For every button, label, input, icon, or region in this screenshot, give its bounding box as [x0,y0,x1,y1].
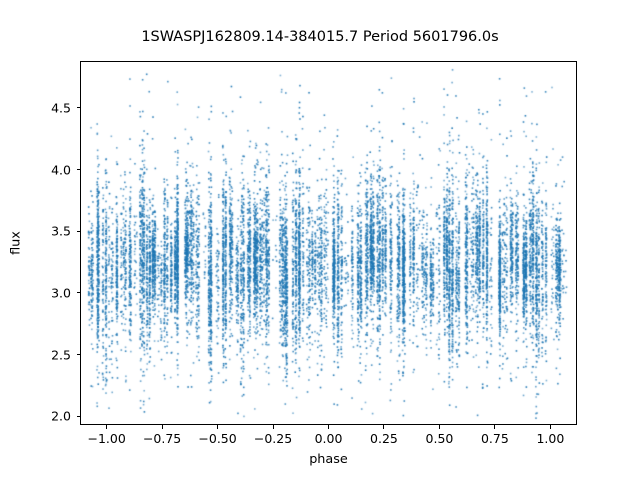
y-tick-label: 2.0 [51,408,71,424]
x-tick-mark [494,425,496,429]
chart-title: 1SWASPJ162809.14-384015.7 Period 5601796… [141,29,499,45]
x-tick-mark [272,425,274,429]
y-axis-label: flux [8,231,24,255]
x-tick-mark [438,425,440,429]
y-tick-mark [76,169,80,171]
x-tick-mark [106,425,108,429]
plot-axes-area [80,61,577,425]
y-tick-label: 2.5 [51,347,71,363]
x-tick-label: −0.25 [253,431,293,446]
y-tick-mark [76,230,80,232]
y-tick-label: 3.0 [51,285,71,301]
y-tick-label: 4.0 [51,162,71,178]
y-tick-mark [76,292,80,294]
y-tick-label: 3.5 [51,223,71,239]
x-tick-label: 0.25 [370,431,398,446]
x-tick-mark [217,425,219,429]
x-tick-label: 1.00 [536,431,565,446]
x-tick-mark [383,425,385,429]
y-tick-mark [76,354,80,356]
x-tick-mark [549,425,551,429]
y-tick-label: 4.5 [51,100,71,116]
x-tick-label: −0.75 [142,431,182,446]
x-tick-label: −1.00 [87,431,126,446]
x-tick-label: −0.50 [198,431,237,446]
x-tick-mark [161,425,163,429]
y-tick-mark [76,107,80,109]
x-tick-mark [328,425,329,429]
y-tick-mark [76,415,80,417]
x-tick-label: 0.00 [314,431,343,446]
x-axis-label: phase [309,452,348,467]
x-tick-label: 0.50 [425,431,454,446]
scatter-points-layer [81,62,576,424]
x-tick-label: 0.75 [480,431,509,446]
